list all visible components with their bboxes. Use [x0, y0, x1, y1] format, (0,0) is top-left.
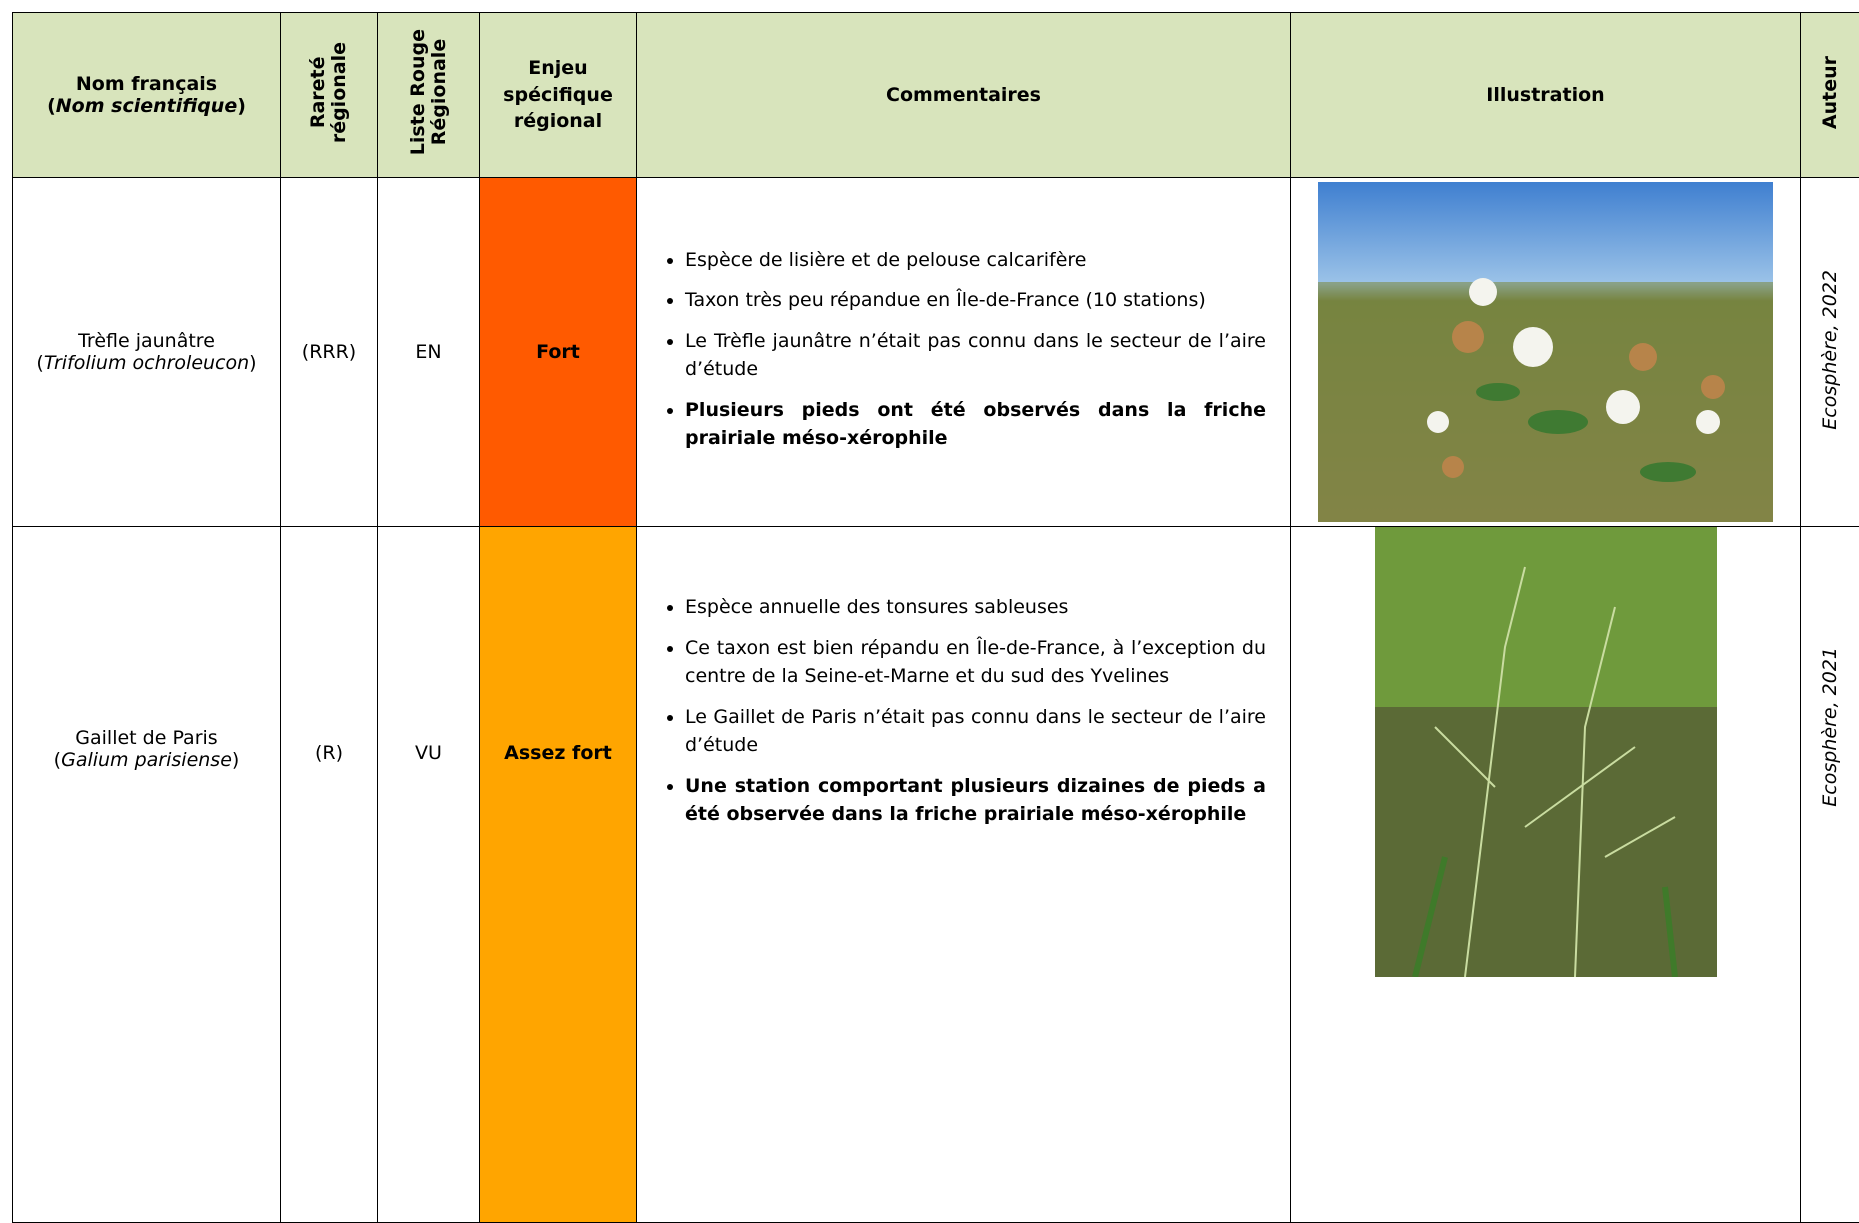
text: Trifolium ochroleucon [44, 352, 249, 374]
cell-rarity: (RRR) [281, 178, 378, 527]
header-stake: Enjeu spécifique régional [480, 13, 637, 178]
cell-illustration [1291, 178, 1801, 527]
text: ) [249, 352, 256, 374]
cell-comments: Espèce de lisière et de pelouse calcarif… [637, 178, 1291, 527]
header-illustration: Illustration [1291, 13, 1801, 178]
text: spécifique [503, 84, 613, 106]
header-author: Auteur [1801, 13, 1859, 178]
comment-item: Ce taxon est bien répandu en Île-de-Fran… [685, 634, 1266, 691]
photo-clover [1318, 182, 1773, 522]
text: Régionale [428, 39, 450, 145]
comment-item: Taxon très peu répandue en Île-de-France… [685, 286, 1266, 315]
comment-item: Plusieurs pieds ont été observés dans la… [685, 396, 1266, 453]
text: ( [47, 95, 56, 117]
text: Liste Rouge [407, 29, 429, 155]
text: Enjeu [528, 57, 587, 79]
text: Nom français [76, 73, 217, 95]
comment-item: Une station comportant plusieurs dizaine… [685, 772, 1266, 829]
row: Gaillet de Paris(Galium parisiense) (R) … [13, 527, 1859, 1223]
text: Auteur [1820, 56, 1841, 129]
cell-name: Gaillet de Paris (Galium parisiense) [13, 527, 281, 1223]
comment-list: Espèce de lisière et de pelouse calcarif… [637, 246, 1290, 453]
text: Nom scientifique [56, 95, 237, 117]
text: régional [514, 110, 602, 132]
cell-author: Ecosphère, 2021 [1801, 527, 1859, 1223]
cell-illustration [1291, 527, 1801, 1223]
text: Rareté [307, 57, 329, 129]
row: Trèfle jaunâtre (Trifolium ochroleucon) (… [13, 178, 1859, 527]
text: ) [237, 95, 246, 117]
comment-list: Espèce annuelle des tonsures sableuses Ce… [637, 593, 1290, 829]
cell-author: Ecosphère, 2022 [1801, 178, 1859, 527]
text: régionale [328, 42, 350, 143]
text: ( [36, 352, 43, 374]
page: Table {"table":{ "header":{ "name":{"lin… [0, 0, 1859, 987]
cell-comments: Espèce annuelle des tonsures sableuses Ce… [637, 527, 1291, 1223]
text: ( [54, 749, 61, 771]
text: ) [232, 749, 239, 771]
text: Gaillet de Paris [75, 727, 217, 749]
header-comments: Commentaires [637, 13, 1291, 178]
cell-rarity: (R) [281, 527, 378, 1223]
photo-bedstraw [1375, 527, 1717, 977]
text: Galium parisiense [61, 749, 232, 771]
comment-item: Le Gaillet de Paris n’était pas connu da… [685, 703, 1266, 760]
text: Ecosphère, 2022 [1820, 270, 1841, 430]
comment-item: Le Trèfle jaunâtre n’était pas connu dan… [685, 327, 1266, 384]
cell-name: Trèfle jaunâtre (Trifolium ochroleucon) [13, 178, 281, 527]
text: Trèfle jaunâtre [78, 330, 215, 352]
comment-item: Espèce de lisière et de pelouse calcarif… [685, 246, 1266, 275]
header-name: Nom français (Nom scientifique) [13, 13, 281, 178]
cell-red-list: VU [378, 527, 480, 1223]
text: Ecosphère, 2021 [1820, 647, 1841, 807]
cell-stake: Assez fort [480, 527, 637, 1223]
cell-red-list: EN [378, 178, 480, 527]
cell-stake: Fort [480, 178, 637, 527]
comment-item: Espèce annuelle des tonsures sableuses [685, 593, 1266, 622]
table-body: Trèfle jaunâtre(Trifolium ochroleucon) (… [13, 178, 1859, 1223]
